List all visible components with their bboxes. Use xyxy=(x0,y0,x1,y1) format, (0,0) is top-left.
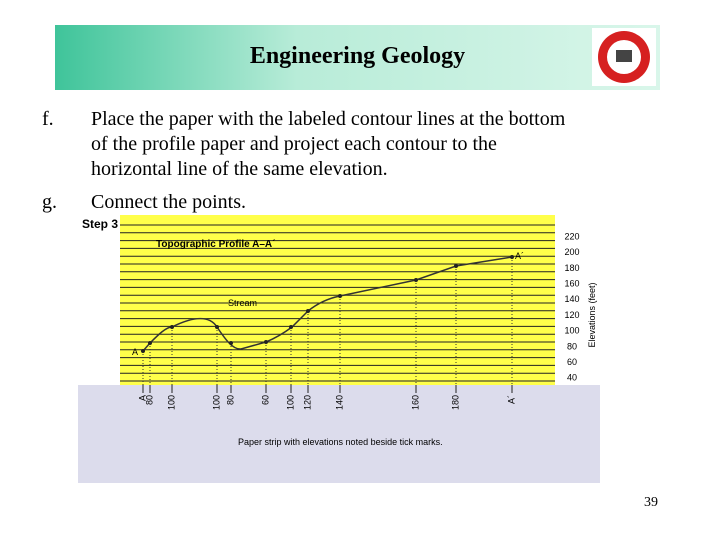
elevation-label: 180 xyxy=(564,263,579,273)
profile-point xyxy=(306,309,310,313)
title: Engineering Geology xyxy=(249,43,466,69)
strip-label: 100 xyxy=(211,395,221,410)
list-text: of the profile paper and project each co… xyxy=(91,133,497,155)
profile-point xyxy=(414,278,418,282)
start-label: A xyxy=(132,347,138,357)
profile-point xyxy=(510,255,514,259)
strip-label: A´ xyxy=(506,395,516,404)
elevation-label: 120 xyxy=(564,310,579,320)
profile-point xyxy=(141,349,145,353)
figure-title: Topographic Profile A–A´ xyxy=(156,239,275,250)
list-text: Place the paper with the labeled contour… xyxy=(91,108,566,130)
elevation-label: 200 xyxy=(564,247,579,257)
header-bar: Engineering Geology xyxy=(55,25,660,90)
profile-point xyxy=(338,294,342,298)
strip-label: 60 xyxy=(260,395,270,405)
elevation-label: 60 xyxy=(567,357,577,367)
elevation-label: 80 xyxy=(567,341,577,351)
elevation-label: 220 xyxy=(564,231,579,241)
profile-point xyxy=(264,340,268,344)
strip-label: 100 xyxy=(166,395,176,410)
figure: 220 200 180 160 140 120 100 80 60 40 Elevations (f… xyxy=(78,215,600,483)
strip-label: 160 xyxy=(410,395,420,410)
strip-label: 80 xyxy=(144,395,154,405)
end-label: A´ xyxy=(515,251,524,261)
strip-label: 80 xyxy=(225,395,235,405)
elevation-label: 140 xyxy=(564,294,579,304)
list-text: Connect the points. xyxy=(91,191,246,213)
strip-label: 180 xyxy=(450,395,460,410)
elevation-label: 40 xyxy=(567,373,577,383)
page-number: 39 xyxy=(644,495,658,510)
strip-label: 100 xyxy=(285,395,295,410)
strip-label: A xyxy=(137,395,147,401)
elevation-label: 100 xyxy=(564,326,579,336)
list-marker: g. xyxy=(42,191,57,213)
elevation-label: 160 xyxy=(564,278,579,288)
step-label: Step 3 xyxy=(82,217,118,231)
profile-point xyxy=(148,341,152,345)
list-text: horizontal line of the same elevation. xyxy=(91,158,388,180)
caption: Paper strip with elevations noted beside… xyxy=(238,437,443,447)
profile-point xyxy=(289,325,293,329)
stream-label: Stream xyxy=(228,298,257,308)
profile-point xyxy=(454,264,458,268)
strip-label: 140 xyxy=(334,395,344,410)
logo xyxy=(592,28,656,86)
strip-label: 120 xyxy=(302,395,312,410)
axis-label: Elevations (feet) xyxy=(587,282,597,347)
profile-point xyxy=(170,325,174,329)
profile-point xyxy=(229,341,233,345)
list-marker: f. xyxy=(42,108,54,130)
profile-point xyxy=(215,325,219,329)
